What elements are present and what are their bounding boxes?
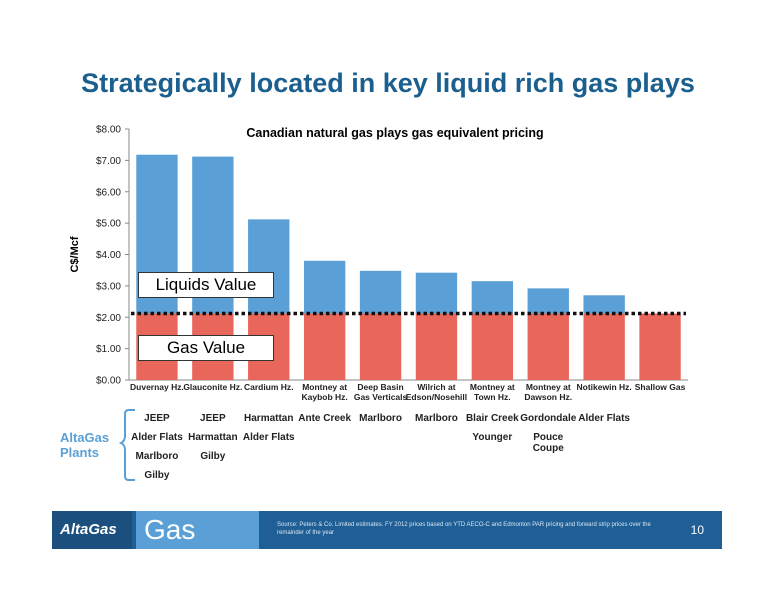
y-tick-label: $8.00 <box>96 125 121 136</box>
slide-title: Strategically located in key liquid rich… <box>81 68 695 98</box>
bar-liquids-value <box>303 260 346 314</box>
y-tick-label: $7.00 <box>96 156 121 167</box>
bar-gas-value <box>639 313 681 380</box>
bar-gas-value <box>415 313 458 380</box>
bar-liquids-value <box>359 270 402 314</box>
altagas-logo: AltaGas <box>60 521 117 538</box>
bar-liquids-value <box>583 295 625 314</box>
x-tick-label: Kaybob Hz. <box>302 392 348 402</box>
y-tick-label: $6.00 <box>96 187 121 198</box>
bar-liquids-value <box>248 219 290 314</box>
x-tick-label: Deep Basin <box>357 382 403 392</box>
y-tick-label: $1.00 <box>96 344 121 355</box>
y-axis-label: C$/Mcf <box>69 236 81 272</box>
logo-block: AltaGas <box>52 511 132 549</box>
bar-liquids-value <box>471 281 514 314</box>
gas-value-callout: Gas Value <box>138 335 274 361</box>
x-tick-label: Montney at <box>302 382 347 392</box>
bar-liquids-value <box>527 288 569 314</box>
division-block: Gas <box>136 511 259 549</box>
liquids-value-callout: Liquids Value <box>138 272 274 298</box>
x-tick-label: Shallow Gas <box>635 382 686 392</box>
x-tick-label: Duvernay Hz. <box>130 382 184 392</box>
bar-gas-value <box>303 313 346 380</box>
y-tick-label: $3.00 <box>96 281 121 292</box>
x-tick-label: Dawson Hz. <box>524 392 572 402</box>
x-tick-label: Montney at <box>526 382 571 392</box>
plants-bracket <box>118 409 135 481</box>
x-tick-label: Edson/Nosehill <box>406 392 467 402</box>
x-tick-label: Montney at <box>470 382 515 392</box>
division-label: Gas <box>144 514 196 545</box>
bar-gas-value <box>471 313 514 380</box>
x-tick-label: Glauconite Hz. <box>183 382 242 392</box>
bar-gas-value <box>359 313 402 380</box>
chart-title: Canadian natural gas plays gas equivalen… <box>246 126 543 140</box>
x-tick-label: Notikewin Hz. <box>577 382 632 392</box>
footer-bar: AltaGas Gas Source: Peters & Co. Limited… <box>52 511 722 549</box>
x-tick-label: Town Hz. <box>474 392 511 402</box>
y-tick-label: $4.00 <box>96 250 121 261</box>
y-tick-label: $2.00 <box>96 313 121 324</box>
y-tick-label: $0.00 <box>96 376 121 387</box>
page-number: 10 <box>690 523 704 537</box>
x-tick-label: Wilrich at <box>417 382 455 392</box>
y-tick-label: $5.00 <box>96 219 121 230</box>
x-tick-label: Gas Verticals <box>354 392 408 402</box>
bar-liquids-value <box>415 272 458 314</box>
bar-gas-value <box>583 313 625 380</box>
bar-gas-value <box>527 313 569 380</box>
x-tick-label: Cardium Hz. <box>244 382 294 392</box>
source-note: Source: Peters & Co. Limited estimates. … <box>277 522 651 536</box>
